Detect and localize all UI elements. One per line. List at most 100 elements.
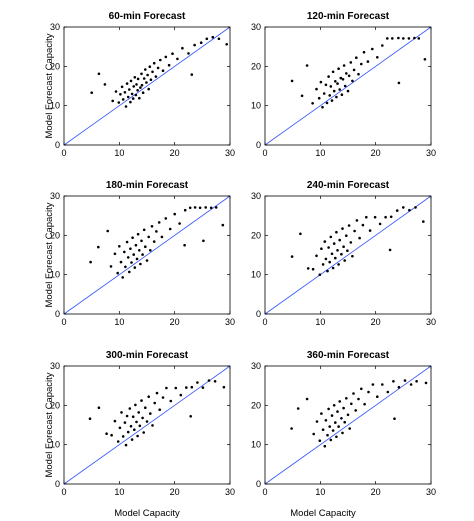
data-point [120, 411, 123, 414]
data-point [211, 35, 215, 39]
data-point [422, 220, 425, 223]
data-point [323, 240, 327, 243]
y-tick-label: 10 [50, 270, 60, 280]
data-point [131, 97, 135, 100]
data-point [129, 79, 133, 83]
data-point [126, 256, 130, 259]
data-point [353, 229, 356, 233]
data-point [176, 57, 179, 61]
data-point [317, 96, 321, 100]
y-tick-label: 30 [251, 191, 261, 201]
data-point [124, 105, 128, 108]
data-point [205, 37, 209, 41]
data-point [345, 397, 348, 400]
x-tick-label: 30 [426, 487, 436, 497]
data-point [187, 52, 190, 55]
data-point [168, 227, 172, 231]
data-point [156, 66, 160, 70]
data-point [193, 43, 196, 47]
panel-title: 180-min Forecast [106, 180, 189, 191]
data-point [346, 413, 350, 417]
panel-title: 300-min Forecast [106, 350, 189, 361]
reference-line-y-eq-x [264, 365, 432, 485]
data-point [355, 56, 358, 59]
y-tick-label: 10 [251, 101, 261, 111]
data-point [123, 421, 127, 424]
data-point [348, 427, 352, 430]
data-point [124, 443, 128, 447]
data-point [397, 81, 401, 85]
data-point [392, 380, 395, 383]
data-point [342, 406, 345, 410]
data-point [338, 88, 342, 91]
data-point [338, 400, 342, 403]
y-tick-label: 30 [251, 22, 261, 32]
data-point [130, 92, 134, 96]
data-point [324, 419, 328, 422]
data-point [324, 257, 328, 261]
x-tick-label: 20 [170, 487, 180, 497]
data-point [131, 236, 134, 239]
data-point [358, 236, 361, 240]
data-point [136, 232, 140, 236]
data-point [119, 260, 123, 264]
data-point [337, 425, 340, 428]
data-point [126, 95, 130, 99]
data-point [149, 412, 152, 415]
data-point [158, 408, 161, 412]
data-point [121, 98, 125, 101]
data-point [336, 410, 339, 413]
data-point [153, 401, 156, 405]
data-point [217, 37, 221, 41]
x-tick-label: 0 [262, 317, 267, 327]
data-point [318, 273, 322, 277]
x-tick-label: 10 [114, 487, 124, 497]
data-point [290, 255, 294, 258]
data-point [199, 41, 203, 44]
x-tick-label: 10 [315, 487, 325, 497]
y-tick-label: 20 [251, 61, 261, 71]
data-point [311, 102, 314, 105]
data-point [408, 208, 411, 212]
data-point [327, 75, 330, 78]
x-tick-label: 20 [371, 317, 381, 327]
data-point [140, 72, 143, 76]
data-point [183, 243, 186, 247]
y-tick-label: 30 [50, 361, 60, 371]
data-point [106, 229, 109, 233]
plot-frame [264, 26, 432, 146]
data-point [140, 239, 143, 243]
data-point [397, 385, 401, 389]
data-point [142, 431, 145, 434]
data-point [113, 419, 117, 423]
y-tick-label: 0 [55, 309, 60, 319]
y-tick-label: 0 [256, 140, 261, 150]
data-point [134, 243, 138, 247]
data-point [151, 424, 154, 427]
data-point [147, 395, 150, 399]
data-point [147, 235, 150, 239]
data-point [213, 380, 217, 383]
y-tick-label: 10 [251, 440, 261, 450]
plot-frame [63, 365, 231, 485]
data-point [138, 96, 141, 100]
data-point [161, 69, 165, 72]
data-point [335, 230, 338, 234]
data-point [326, 433, 329, 437]
data-point [147, 87, 150, 91]
data-point [159, 58, 162, 62]
data-point [131, 415, 135, 419]
data-point [140, 399, 143, 402]
data-point [386, 390, 390, 394]
data-point [331, 70, 335, 74]
data-point [341, 431, 344, 435]
data-point [173, 212, 176, 216]
x-tick-label: 10 [315, 317, 325, 327]
data-point [129, 424, 133, 428]
data-point [326, 269, 329, 273]
scatter-panel-4: 0 10 20 30 0 10 20 30 240-min Forecast [251, 180, 436, 327]
data-point [207, 379, 211, 382]
data-point [133, 428, 136, 432]
x-tick-label: 20 [371, 487, 381, 497]
data-point [169, 399, 173, 403]
